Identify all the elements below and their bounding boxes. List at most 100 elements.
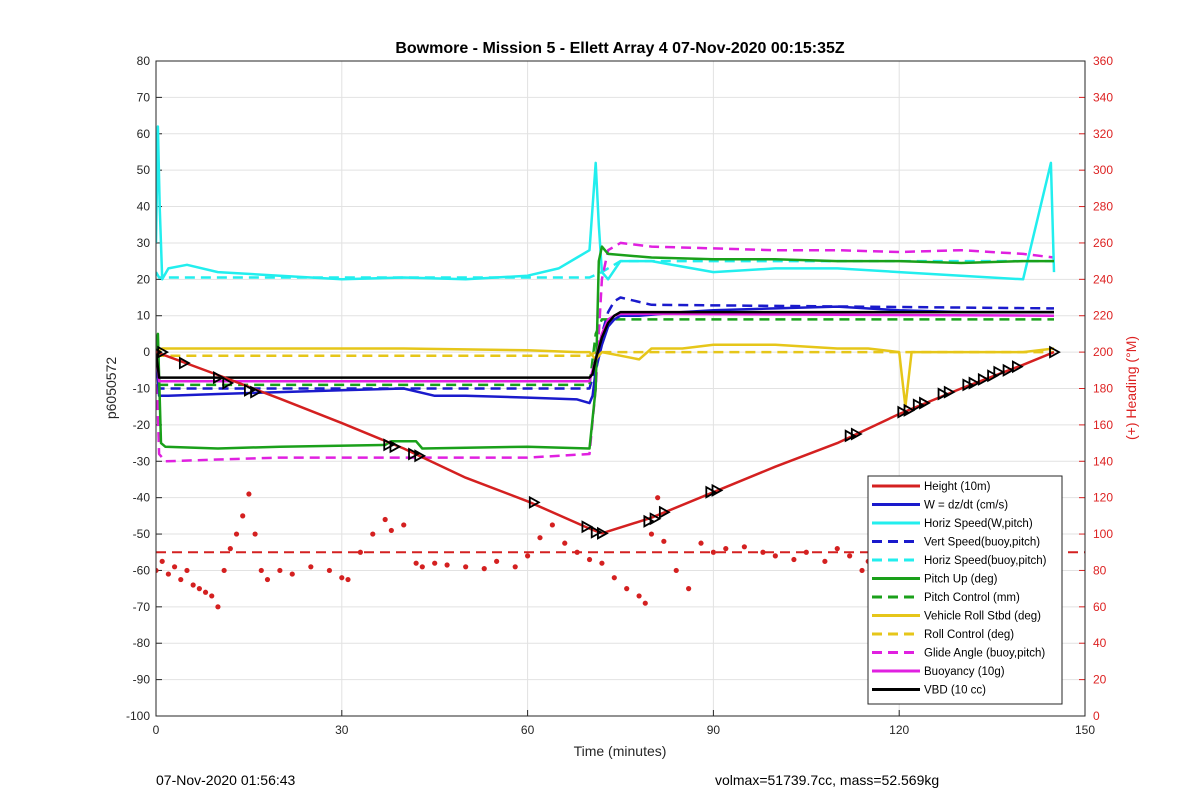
y-tick-label: 60: [137, 127, 151, 141]
marker-point: [408, 447, 420, 461]
marker-point: [178, 356, 191, 370]
heading-point: [624, 586, 630, 592]
legend-entry: Pitch Up (deg): [924, 574, 998, 586]
series-line: [156, 350, 1054, 357]
y2-tick-label: 240: [1093, 272, 1113, 286]
heading-point: [326, 567, 333, 574]
heading-point: [686, 586, 692, 592]
x-axis-label: Time (minutes): [574, 743, 667, 759]
y2-tick-label: 20: [1093, 673, 1107, 687]
series-line: [156, 125, 1056, 281]
y-tick-label: 30: [137, 236, 151, 250]
marker-layer: [156, 345, 1061, 540]
marker-point: [213, 371, 225, 385]
heading-point: [741, 544, 747, 550]
footer-volmax-mass: volmax=51739.7cc, mass=52.569kg: [715, 772, 940, 788]
heading-point: [382, 516, 388, 523]
legend-entry: Pitch Control (mm): [924, 592, 1020, 604]
marker-point: [414, 449, 427, 463]
y2-tick-label: 180: [1093, 382, 1113, 396]
footer-timestamp: 07-Nov-2020 01:56:43: [156, 772, 296, 788]
legend-entry: Roll Control (deg): [924, 629, 1014, 641]
chart-title: Bowmore - Mission 5 - Ellett Array 4 07-…: [395, 40, 845, 57]
heading-point: [178, 576, 184, 583]
legend-entry: Vehicle Roll Stbd (deg): [924, 611, 1041, 623]
y-axis-label: p6050572: [103, 357, 119, 420]
series-line: [156, 241, 1055, 463]
marker-point: [987, 369, 999, 383]
legend-entry: Horiz Speed(buoy,pitch): [924, 555, 1047, 567]
y2-tick-label: 280: [1093, 200, 1113, 214]
heading-point: [512, 564, 518, 570]
heading-point: [419, 564, 425, 570]
y-tick-label: -40: [133, 491, 151, 505]
legend-entry: Glide Angle (buoy,pitch): [924, 648, 1045, 660]
chart: -100-90-80-70-60-50-40-30-20-10010203040…: [103, 40, 1139, 759]
marker-point: [389, 440, 402, 454]
heading-point: [227, 546, 233, 552]
heading-point: [847, 553, 853, 559]
x-tick-label: 0: [153, 723, 160, 737]
heading-point: [803, 549, 809, 555]
series-line: [156, 259, 1054, 279]
left-axis: -100-90-80-70-60-50-40-30-20-10010203040…: [126, 54, 162, 723]
y-tick-label: -80: [133, 636, 151, 650]
heading-point: [252, 531, 258, 537]
marker-point: [943, 385, 956, 399]
marker-point: [1002, 363, 1015, 377]
heading-point: [698, 540, 704, 546]
heading-point: [444, 562, 450, 568]
legend-entry: Buoyancy (10g): [924, 666, 1005, 678]
heading-point: [822, 558, 828, 564]
marker-point: [643, 514, 656, 528]
heading-point: [184, 567, 190, 574]
y-tick-label: 10: [137, 309, 151, 323]
heading-point: [772, 553, 778, 559]
y-tick-label: 20: [137, 272, 151, 286]
y2-tick-label: 160: [1093, 418, 1113, 432]
heading-point: [562, 540, 568, 546]
marker-point: [705, 485, 718, 499]
heading-point: [401, 522, 407, 528]
heading-point: [159, 558, 165, 564]
y2-tick-label: 200: [1093, 345, 1113, 359]
series-line: [156, 245, 1054, 450]
heading-point: [481, 566, 487, 572]
marker-point: [850, 427, 863, 441]
marker-point: [937, 387, 950, 401]
heading-point: [661, 538, 667, 544]
heading-point: [277, 567, 283, 574]
marker-point: [157, 345, 170, 359]
y2-tick-label: 260: [1093, 236, 1113, 250]
y2-axis-label: (+) Heading (°M): [1123, 336, 1139, 440]
y-tick-label: -50: [133, 527, 151, 541]
heading-point: [432, 560, 438, 566]
y-tick-label: -30: [133, 454, 151, 468]
y2-tick-label: 120: [1093, 491, 1113, 505]
heading-point: [370, 531, 376, 537]
y2-tick-label: 340: [1093, 90, 1113, 104]
heading-point: [308, 564, 314, 570]
heading-point: [202, 589, 209, 595]
heading-point: [264, 576, 271, 583]
marker-point: [1011, 360, 1024, 374]
heading-point: [537, 535, 543, 541]
heading-point: [233, 531, 240, 537]
y2-tick-label: 60: [1093, 600, 1107, 614]
x-tick-label: 150: [1075, 723, 1095, 737]
marker-point: [590, 525, 603, 539]
y-tick-label: 40: [137, 200, 151, 214]
heading-point: [413, 560, 419, 566]
series-layer: [156, 125, 1056, 535]
y-tick-label: 70: [137, 90, 151, 104]
marker-point: [977, 372, 990, 386]
heading-point: [209, 593, 215, 599]
y2-tick-label: 100: [1093, 527, 1113, 541]
heading-point: [549, 522, 555, 528]
marker-point: [1049, 345, 1061, 359]
heading-point: [642, 600, 648, 606]
y2-tick-label: 80: [1093, 563, 1107, 577]
heading-point: [834, 546, 840, 552]
heading-point: [357, 549, 363, 555]
heading-point: [723, 546, 729, 552]
